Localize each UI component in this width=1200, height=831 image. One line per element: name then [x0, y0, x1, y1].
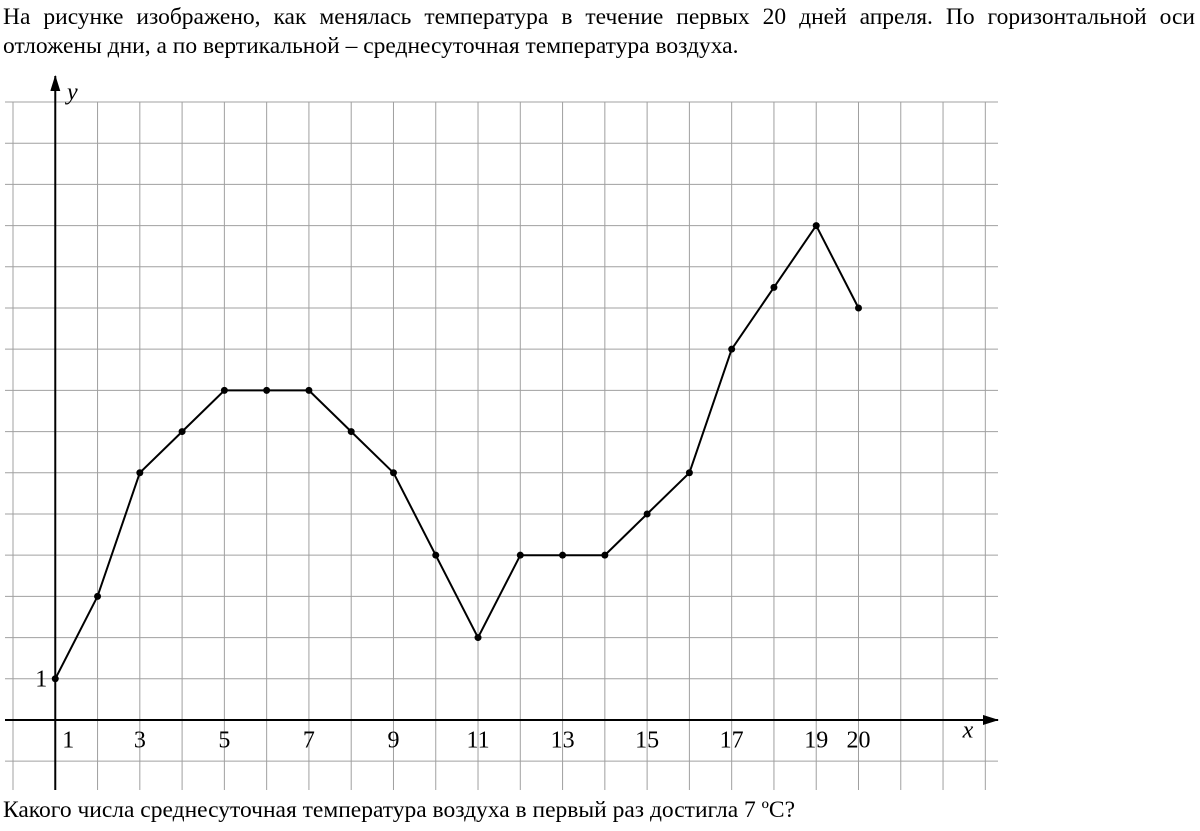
data-point — [263, 386, 271, 394]
x-tick-label: 3 — [134, 727, 146, 753]
data-point — [305, 386, 313, 394]
data-point — [685, 469, 693, 477]
x-tick-label: 11 — [466, 727, 489, 753]
y-tick-label: 1 — [35, 666, 47, 692]
data-point — [389, 469, 397, 477]
x-tick-label: 13 — [551, 727, 575, 753]
data-point — [347, 428, 355, 436]
data-point — [516, 551, 524, 559]
data-point — [474, 634, 482, 642]
data-point — [559, 551, 567, 559]
x-tick-label: 20 — [846, 727, 870, 753]
temperature-line — [54, 223, 860, 680]
x-tick-label: 9 — [387, 727, 399, 753]
data-point — [601, 551, 609, 559]
data-point — [728, 345, 736, 353]
data-point — [854, 304, 862, 312]
x-tick-label: 7 — [303, 727, 315, 753]
x-tick-label: 1 — [62, 727, 74, 753]
x-tick-label: 15 — [635, 727, 659, 753]
data-point — [220, 386, 228, 394]
x-axis-label: x — [962, 717, 974, 743]
data-point — [770, 283, 778, 291]
data-point — [178, 428, 186, 436]
chart: xy1 3 5 7 9 11 13 15 17 19 201 — [5, 75, 999, 790]
y-axis-label: y — [65, 80, 78, 106]
x-tick-label: 17 — [720, 727, 744, 753]
data-point — [432, 551, 440, 559]
data-point — [643, 510, 651, 518]
data-point — [51, 675, 59, 683]
x-tick-label: 5 — [218, 727, 230, 753]
data-point — [94, 592, 102, 600]
x-tick-label: 19 — [804, 727, 828, 753]
intro-text: На рисунке изображено, как менялась темп… — [3, 4, 1195, 59]
data-point — [136, 469, 144, 477]
data-point — [812, 222, 820, 230]
question-text: Какого числа среднесуточная температура … — [3, 797, 796, 823]
